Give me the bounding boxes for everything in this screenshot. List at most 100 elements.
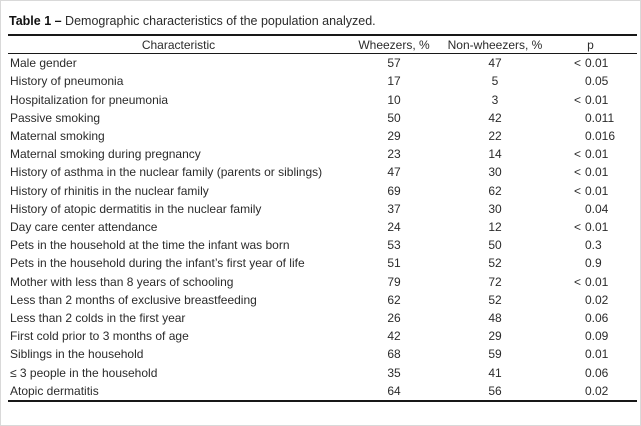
cell-wheezers-percent: 57: [387, 56, 401, 71]
cell-p-value: 0.02: [551, 384, 637, 398]
cell-non-wheezers-percent: 56: [488, 383, 502, 398]
p-value-prefix: <: [573, 219, 581, 234]
table-row: Mother with less than 8 years of schooli…: [8, 272, 637, 290]
table-row: History of rhinitis in the nuclear famil…: [8, 181, 637, 199]
cell-wheezers-percent: 64: [387, 383, 401, 398]
column-header-non-wheezers: Non-wheezers, %: [447, 37, 543, 52]
cell-non-wheezers-percent: 30: [488, 165, 502, 180]
cell-p-value: 0.02: [551, 293, 637, 307]
cell-wheezers-percent: 37: [387, 201, 401, 216]
p-value-prefix: <: [573, 183, 581, 198]
cell-p-value: 0.9: [551, 256, 637, 270]
p-value-number: 0.02: [585, 383, 609, 398]
cell-characteristic: History of pneumonia: [10, 74, 124, 89]
cell-non-wheezers-percent: 72: [488, 274, 502, 289]
table-caption-text: Demographic characteristics of the popul…: [61, 14, 376, 28]
table-row: Less than 2 months of exclusive breastfe…: [8, 291, 637, 309]
table-caption: Table 1 – Demographic characteristics of…: [9, 14, 376, 29]
cell-non-wheezers-percent: 12: [488, 219, 502, 234]
cell-wheezers-percent: 53: [387, 238, 401, 253]
p-value-prefix: <: [573, 147, 581, 162]
cell-non-wheezers-percent: 48: [488, 310, 502, 325]
cell-wheezers-percent: 26: [387, 310, 401, 325]
cell-non-wheezers-percent: 3: [491, 92, 499, 107]
cell-non-wheezers-percent: 50: [488, 238, 502, 253]
cell-characteristic: Pets in the household at the time the in…: [10, 238, 290, 253]
cell-non-wheezers-percent: 22: [488, 128, 502, 143]
cell-wheezers-percent: 68: [387, 347, 401, 362]
p-value-number: 0.01: [585, 165, 609, 180]
cell-p-value: 0.06: [551, 366, 637, 380]
p-value-number: 0.3: [585, 238, 602, 253]
cell-characteristic: Male gender: [10, 56, 77, 71]
cell-wheezers-percent: 51: [387, 256, 401, 271]
p-value-number: 0.01: [585, 347, 609, 362]
p-value-number: 0.01: [585, 274, 609, 289]
table-row: Hospitalization for pneumonia 10 3 < 0.0…: [8, 90, 637, 108]
p-value-number: 0.01: [585, 56, 609, 71]
table-row: History of pneumonia 17 5 0.05: [8, 72, 637, 90]
cell-characteristic: History of rhinitis in the nuclear famil…: [10, 183, 209, 198]
cell-non-wheezers-percent: 52: [488, 256, 502, 271]
cell-p-value: 0.3: [551, 238, 637, 252]
cell-non-wheezers-percent: 14: [488, 147, 502, 162]
table-row: First cold prior to 3 months of age 42 2…: [8, 327, 637, 345]
table-row: Pets in the household during the infant’…: [8, 254, 637, 272]
column-header-wheezers: Wheezers, %: [358, 37, 430, 52]
table-row: Day care center attendance 24 12 < 0.01: [8, 218, 637, 236]
p-value-number: 0.09: [585, 329, 609, 344]
table-header-row: Characteristic Wheezers, % Non-wheezers,…: [8, 36, 637, 53]
table-row: Less than 2 colds in the first year 26 4…: [8, 309, 637, 327]
cell-characteristic: Passive smoking: [10, 110, 101, 125]
cell-wheezers-percent: 29: [387, 128, 401, 143]
cell-non-wheezers-percent: 62: [488, 183, 502, 198]
cell-p-value: 0.05: [551, 74, 637, 88]
cell-p-value: 0.011: [551, 111, 637, 125]
cell-wheezers-percent: 69: [387, 183, 401, 198]
cell-characteristic: Pets in the household during the infant’…: [10, 256, 305, 271]
cell-p-value: < 0.01: [551, 220, 637, 234]
cell-non-wheezers-percent: 30: [488, 201, 502, 216]
p-value-number: 0.06: [585, 310, 609, 325]
p-value-prefix: <: [573, 165, 581, 180]
p-value-number: 0.01: [585, 219, 609, 234]
cell-p-value: < 0.01: [551, 147, 637, 161]
cell-non-wheezers-percent: 42: [488, 110, 502, 125]
p-value-prefix: <: [573, 56, 581, 71]
cell-characteristic: Day care center attendance: [10, 219, 158, 234]
table-body: Male gender 57 47 < 0.01 History of pneu…: [8, 54, 637, 400]
cell-characteristic: Atopic dermatitis: [10, 383, 99, 398]
cell-p-value: < 0.01: [551, 275, 637, 289]
cell-characteristic: History of atopic dermatitis in the nucl…: [10, 201, 262, 216]
cell-characteristic: ≤ 3 people in the household: [10, 365, 158, 380]
table-row: Siblings in the household 68 59 0.01: [8, 345, 637, 363]
cell-wheezers-percent: 35: [387, 365, 401, 380]
table-row: Maternal smoking during pregnancy 23 14 …: [8, 145, 637, 163]
cell-characteristic: Siblings in the household: [10, 347, 144, 362]
cell-p-value: 0.06: [551, 311, 637, 325]
cell-p-value: < 0.01: [551, 165, 637, 179]
cell-p-value: < 0.01: [551, 184, 637, 198]
p-value-prefix: <: [573, 274, 581, 289]
p-value-number: 0.05: [585, 74, 609, 89]
table-row: Atopic dermatitis 64 56 0.02: [8, 382, 637, 400]
p-value-number: 0.01: [585, 183, 609, 198]
p-value-number: 0.9: [585, 256, 602, 271]
table-row: Male gender 57 47 < 0.01: [8, 54, 637, 72]
cell-wheezers-percent: 50: [387, 110, 401, 125]
cell-characteristic: Less than 2 months of exclusive breastfe…: [10, 292, 257, 307]
cell-non-wheezers-percent: 47: [488, 56, 502, 71]
cell-non-wheezers-percent: 29: [488, 329, 502, 344]
cell-wheezers-percent: 17: [387, 74, 401, 89]
table-top-rule: [8, 34, 637, 36]
cell-wheezers-percent: 79: [387, 274, 401, 289]
p-value-number: 0.011: [585, 110, 615, 125]
cell-p-value: < 0.01: [551, 93, 637, 107]
p-value-number: 0.06: [585, 365, 609, 380]
cell-wheezers-percent: 10: [387, 92, 401, 107]
cell-wheezers-percent: 47: [387, 165, 401, 180]
cell-wheezers-percent: 23: [387, 147, 401, 162]
cell-wheezers-percent: 62: [387, 292, 401, 307]
cell-p-value: 0.01: [551, 347, 637, 361]
cell-non-wheezers-percent: 52: [488, 292, 502, 307]
